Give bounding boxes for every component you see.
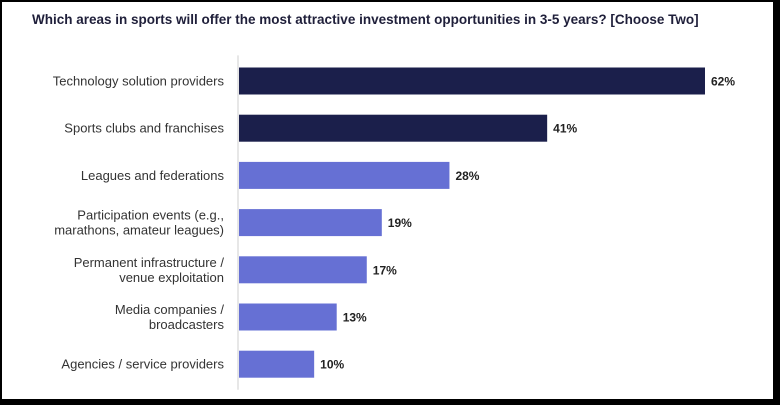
value-label: 62% — [711, 75, 735, 89]
bar — [239, 256, 367, 284]
value-label: 13% — [343, 311, 367, 325]
bar-chart: Technology solution providers 62% Sports c… — [53, 55, 735, 390]
bar — [239, 67, 705, 95]
category-label: Agencies / service providers — [61, 357, 224, 372]
bar — [239, 350, 315, 378]
value-label: 17% — [373, 263, 397, 277]
value-label: 19% — [388, 216, 412, 230]
value-label: 10% — [320, 358, 344, 372]
value-label: 41% — [553, 122, 577, 136]
category-label: Leagues and federations — [81, 168, 225, 183]
bar — [239, 209, 382, 237]
value-label: 28% — [455, 169, 479, 183]
bar — [239, 303, 337, 331]
bar — [239, 161, 450, 189]
category-label: Participation events (e.g., marathons, am… — [54, 208, 224, 238]
bar — [239, 114, 548, 142]
chart-title: Which areas in sports will offer the mos… — [32, 12, 699, 27]
category-label: Permanent infrastructure / venue exploita… — [74, 255, 225, 285]
category-label: Media companies / broadcasters — [115, 302, 225, 332]
chart-panel: Which areas in sports will offer the mos… — [2, 2, 773, 399]
category-label: Sports clubs and franchises — [64, 121, 224, 136]
category-label: Technology solution providers — [53, 74, 225, 89]
